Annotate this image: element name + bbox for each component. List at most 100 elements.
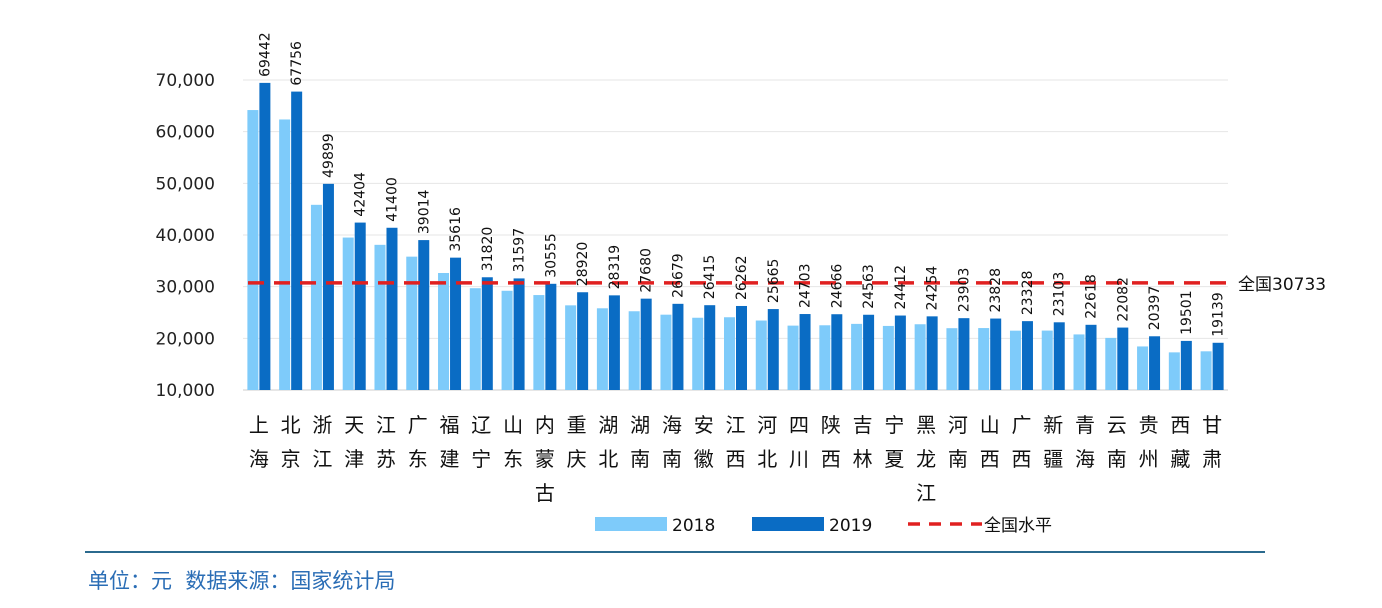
category-label: 云 — [1107, 413, 1127, 437]
category-label: 津 — [344, 447, 364, 471]
data-label: 28920 — [575, 242, 591, 287]
data-labels: 69442 67756 49899 42404 41400 39014 35616 31820… — [257, 32, 1226, 336]
y-tick-label: 40,000 — [156, 226, 215, 246]
data-label: 25665 — [766, 259, 782, 304]
bar-2019 — [990, 318, 1002, 390]
category-label: 蒙 — [535, 447, 555, 471]
category-label: 北 — [281, 413, 301, 437]
y-tick-label: 10,000 — [156, 381, 215, 401]
reference-line-label: 全国30733 — [1238, 275, 1326, 295]
category-label: 黑 — [916, 413, 936, 437]
data-label: 24412 — [893, 265, 909, 310]
bar-2018 — [1200, 351, 1212, 390]
bar-2019 — [1212, 342, 1224, 390]
category-label: 吉 — [853, 413, 873, 437]
bar-2018 — [1009, 330, 1021, 390]
data-label: 24666 — [829, 264, 845, 309]
y-tick-label: 30,000 — [156, 278, 215, 298]
bar-2018 — [406, 256, 418, 390]
bar-2018 — [533, 295, 545, 390]
bar-2018 — [565, 305, 577, 390]
category-label: 北 — [598, 447, 618, 471]
bar-2019 — [1149, 336, 1161, 390]
category-label: 辽 — [471, 413, 491, 437]
bar-2019 — [1085, 324, 1097, 390]
category-label: 肃 — [1202, 447, 1222, 471]
category-label: 西 — [1170, 413, 1190, 437]
bar-2018 — [596, 308, 608, 390]
category-label: 龙 — [916, 447, 936, 471]
bar-2019 — [481, 277, 493, 390]
category-label: 广 — [1011, 413, 1031, 437]
bar-2018 — [1137, 346, 1149, 390]
bar-2019 — [767, 309, 779, 390]
category-label: 西 — [726, 447, 746, 471]
data-label: 39014 — [416, 189, 432, 234]
bar-2019 — [1117, 327, 1129, 390]
bar-2018 — [882, 325, 894, 390]
data-label: 27680 — [639, 248, 655, 293]
bar-2018 — [724, 317, 735, 390]
bar-2019 — [291, 91, 303, 391]
bar-2019 — [354, 222, 366, 390]
category-label: 西 — [980, 447, 1000, 471]
category-label: 贵 — [1139, 413, 1159, 437]
bar-2018 — [978, 328, 990, 390]
y-tick-label: 70,000 — [156, 71, 215, 91]
category-label: 西 — [1011, 447, 1031, 471]
category-label: 湖 — [630, 413, 650, 437]
bar-2019 — [863, 314, 875, 390]
category-label: 青 — [1075, 413, 1095, 437]
footer-source: 单位：元 数据来源：国家统计局 — [88, 569, 395, 593]
category-label: 宁 — [471, 447, 491, 471]
category-label: 徽 — [694, 447, 714, 471]
bar-2018 — [310, 204, 322, 390]
data-label: 23328 — [1020, 271, 1036, 316]
y-tick-label: 20,000 — [156, 329, 215, 349]
data-label: 67756 — [289, 41, 305, 86]
y-tick-label: 60,000 — [156, 123, 215, 143]
category-label: 江 — [312, 447, 332, 471]
data-label: 22618 — [1084, 274, 1100, 319]
bar-2018 — [851, 323, 863, 390]
category-label: 苏 — [376, 447, 396, 471]
category-label: 东 — [503, 447, 523, 471]
data-label: 26262 — [734, 255, 750, 300]
category-label: 东 — [408, 447, 428, 471]
bar-2019 — [958, 318, 970, 390]
legend-label-2019: 2019 — [829, 516, 872, 536]
legend: 2018 2019 全国水平 — [595, 516, 1052, 536]
category-label: 内 — [535, 413, 555, 437]
y-tick-label: 50,000 — [156, 174, 215, 194]
x-axis-categories: 上海北京浙江天津江苏广东福建辽宁山东内蒙古重庆湖北湖南海南安徽江西河北四川陕西吉… — [249, 413, 1222, 505]
category-label: 京 — [281, 447, 301, 471]
category-label: 南 — [630, 447, 650, 471]
data-label: 23103 — [1052, 272, 1068, 317]
bar-2019 — [799, 314, 811, 390]
bar-2018 — [469, 288, 481, 390]
category-label: 南 — [948, 447, 968, 471]
category-label: 州 — [1139, 447, 1159, 471]
bar-2019 — [545, 283, 557, 390]
data-label: 31597 — [512, 228, 528, 273]
data-label: 22082 — [1115, 277, 1131, 322]
category-label: 川 — [789, 447, 809, 471]
category-label: 陕 — [821, 413, 841, 437]
bar-2019 — [1053, 322, 1065, 390]
bar-2019 — [386, 227, 398, 390]
bar-2019 — [608, 295, 620, 390]
category-label: 江 — [376, 413, 396, 437]
data-label: 19501 — [1179, 290, 1195, 335]
category-label: 南 — [662, 447, 682, 471]
bar-2018 — [279, 119, 291, 390]
bars — [247, 82, 1224, 391]
bar-2019 — [894, 315, 906, 390]
category-label: 林 — [853, 447, 873, 471]
y-axis: 10,000 20,000 30,000 40,000 50,000 60,000 70,0… — [156, 71, 215, 401]
data-label: 35616 — [448, 207, 464, 252]
bar-2018 — [438, 273, 450, 390]
bar-2019 — [704, 305, 716, 390]
data-label: 23828 — [988, 268, 1004, 313]
bar-2019 — [1021, 321, 1033, 390]
category-label: 四 — [789, 413, 809, 437]
